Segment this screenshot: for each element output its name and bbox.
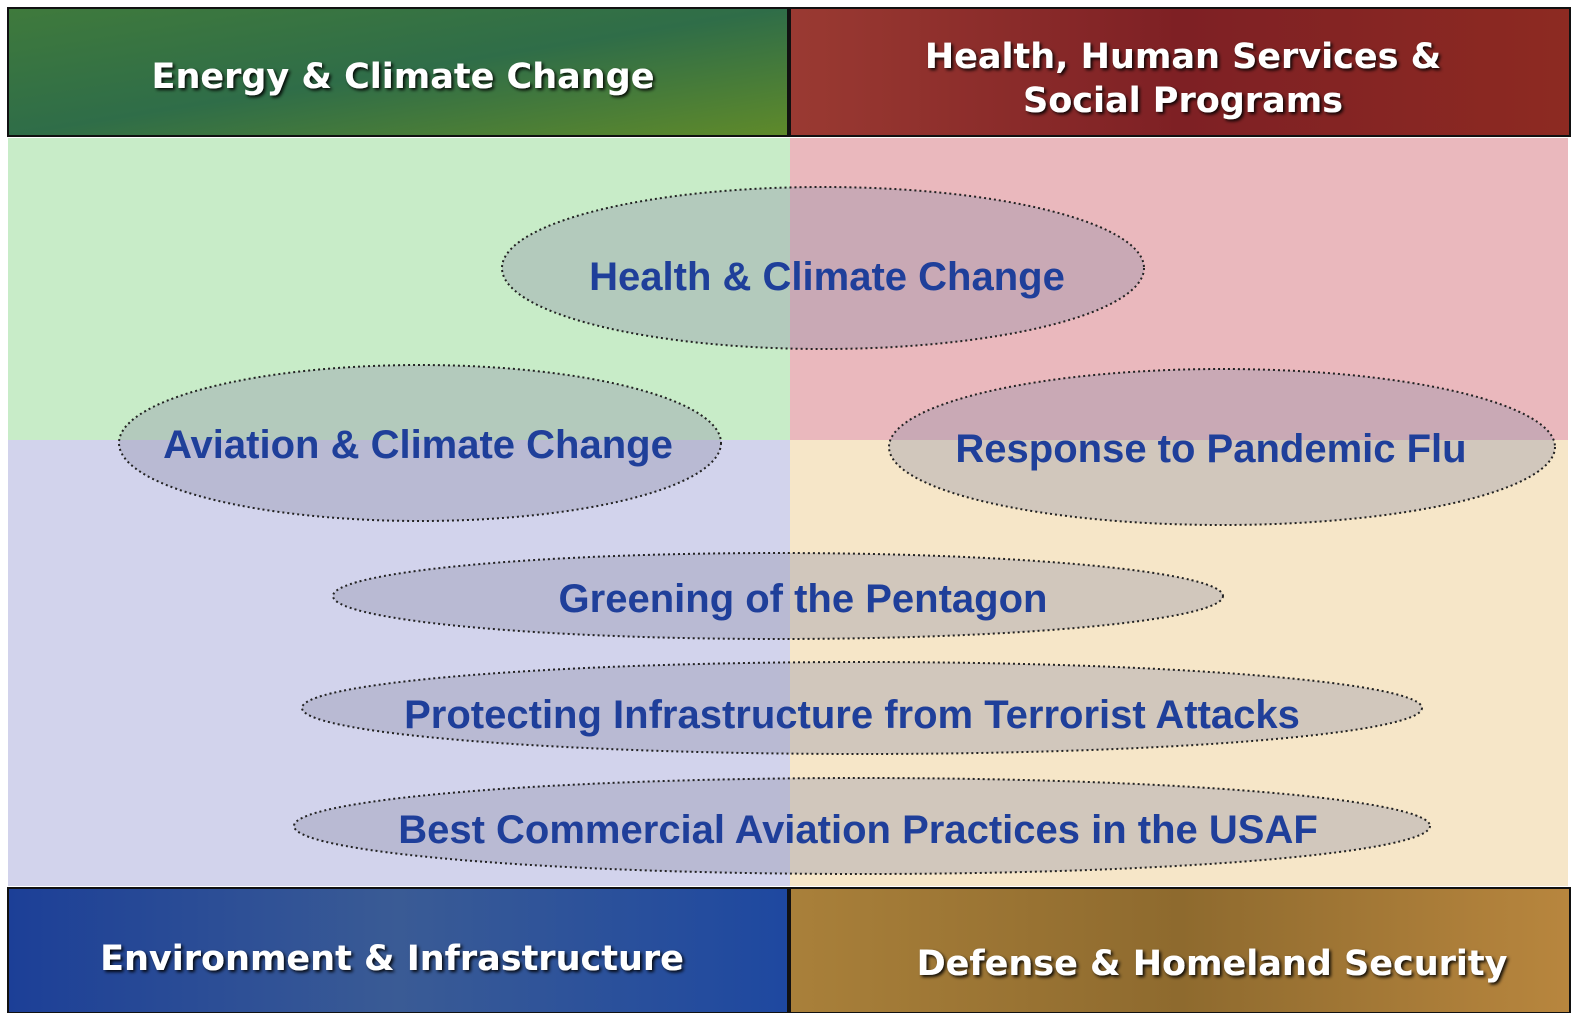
quadrant-title: Social Programs <box>1023 81 1343 121</box>
diagram: Energy & Climate Change Health, Human Se… <box>0 0 1579 1013</box>
topic-label: Greening of the Pentagon <box>559 577 1048 621</box>
topic-label: Best Commercial Aviation Practices in th… <box>398 808 1318 852</box>
quadrant-title: Health, Human Services & <box>925 37 1441 77</box>
quadrant-title: Environment & Infrastructure <box>100 939 684 979</box>
topic-label: Aviation & Climate Change <box>163 423 673 467</box>
quadrant-title: Defense & Homeland Security <box>917 944 1508 984</box>
topic-label: Response to Pandemic Flu <box>955 427 1466 471</box>
topic-label: Protecting Infrastructure from Terrorist… <box>404 693 1300 737</box>
quadrant-title: Energy & Climate Change <box>152 57 655 97</box>
topic-label: Health & Climate Change <box>589 255 1065 299</box>
